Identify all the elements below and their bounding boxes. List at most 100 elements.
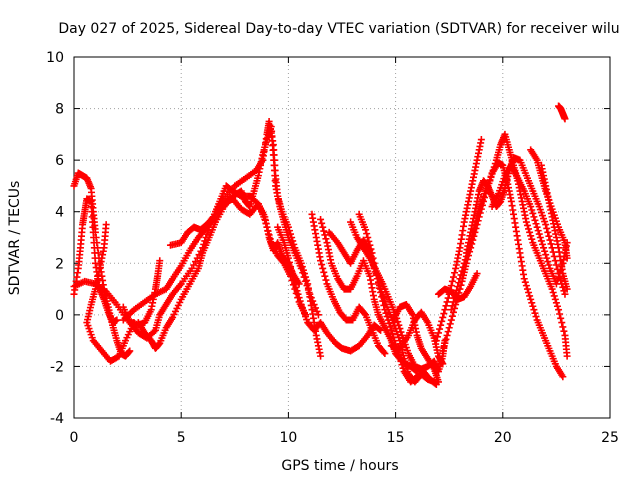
data-point [439,360,447,368]
data-point [453,286,461,294]
data-point [262,219,270,227]
data-point [528,235,536,243]
data-point [113,316,121,324]
data-point [473,270,481,278]
data-point [552,280,560,288]
data-point [527,203,535,211]
data-point [441,339,449,347]
data-point [558,319,566,327]
data-point [266,235,274,243]
data-point [446,320,454,328]
series-track-14 [355,210,440,388]
data-point [529,302,537,310]
grid-lines [74,57,610,418]
data-point [531,216,539,224]
data-point [317,257,325,265]
series-track-5 [119,117,325,360]
y-tick-label: -2 [50,359,64,375]
data-point [313,307,321,315]
data-point [528,206,536,214]
data-point [371,264,379,272]
data-point [478,196,486,204]
data-point [561,115,569,123]
data-point [388,330,396,338]
data-points [70,102,571,388]
data-point [563,352,571,360]
data-point [399,364,407,372]
data-point [523,285,531,293]
series-track-10 [308,210,389,358]
data-point [440,343,448,351]
data-point [156,257,164,265]
data-point [285,258,293,266]
data-point [317,215,325,223]
chart-title: Day 027 of 2025, Sidereal Day-to-day VTE… [58,21,619,37]
data-point [551,295,559,303]
data-point [549,248,557,256]
data-point [454,282,462,290]
data-point [318,219,326,227]
data-point [544,258,552,266]
data-point [532,313,540,321]
x-tick-label: 0 [70,430,79,446]
data-point [553,276,561,284]
data-point [368,249,376,257]
data-point [460,259,468,267]
data-point [457,271,465,279]
data-point [459,263,467,271]
data-point [444,294,452,302]
data-point [520,275,528,283]
data-point [438,317,446,325]
data-point [382,309,390,317]
data-point [372,270,380,278]
x-tick-label: 20 [494,430,512,446]
data-point [361,310,369,318]
data-point [364,234,372,241]
data-point [319,264,327,272]
data-point [385,319,393,327]
x-tick-label: 15 [387,430,405,446]
data-point [448,312,456,320]
x-axis-label: GPS time / hours [281,458,398,474]
x-tick-label: 25 [601,430,619,446]
data-point [378,293,386,301]
axis-ticks [73,56,611,419]
data-point [380,348,388,356]
data-point [366,241,374,249]
tick-labels: 0 5 10 15 20 25 -4 -2 0 2 4 6 8 10 [46,50,619,446]
data-point [386,323,394,331]
data-point [320,227,328,235]
data-point [263,223,271,231]
data-point [557,314,565,322]
series-track-22 [488,161,571,288]
data-point [322,276,330,284]
data-point [395,350,403,358]
data-point [289,271,297,279]
data-point [545,232,553,240]
data-point [529,209,537,217]
data-point [532,220,540,228]
data-point [439,347,447,355]
data-point [488,170,496,178]
data-point [440,310,448,318]
data-point [321,272,329,280]
data-point [563,285,571,293]
y-tick-label: 10 [46,50,64,66]
data-point [379,297,387,305]
data-point [362,226,370,234]
data-point [433,333,441,341]
series-track-3 [83,221,138,365]
data-point [291,280,299,288]
data-point [365,237,373,245]
data-point [449,273,457,281]
data-point [261,215,269,223]
y-axis-label: SDTVAR / TECUs [7,181,23,296]
data-point [535,230,543,238]
data-point [451,269,459,277]
data-point [542,221,550,229]
data-point [310,301,318,309]
data-point [487,173,495,181]
data-point [555,306,563,314]
x-tick-label: 5 [177,430,186,446]
